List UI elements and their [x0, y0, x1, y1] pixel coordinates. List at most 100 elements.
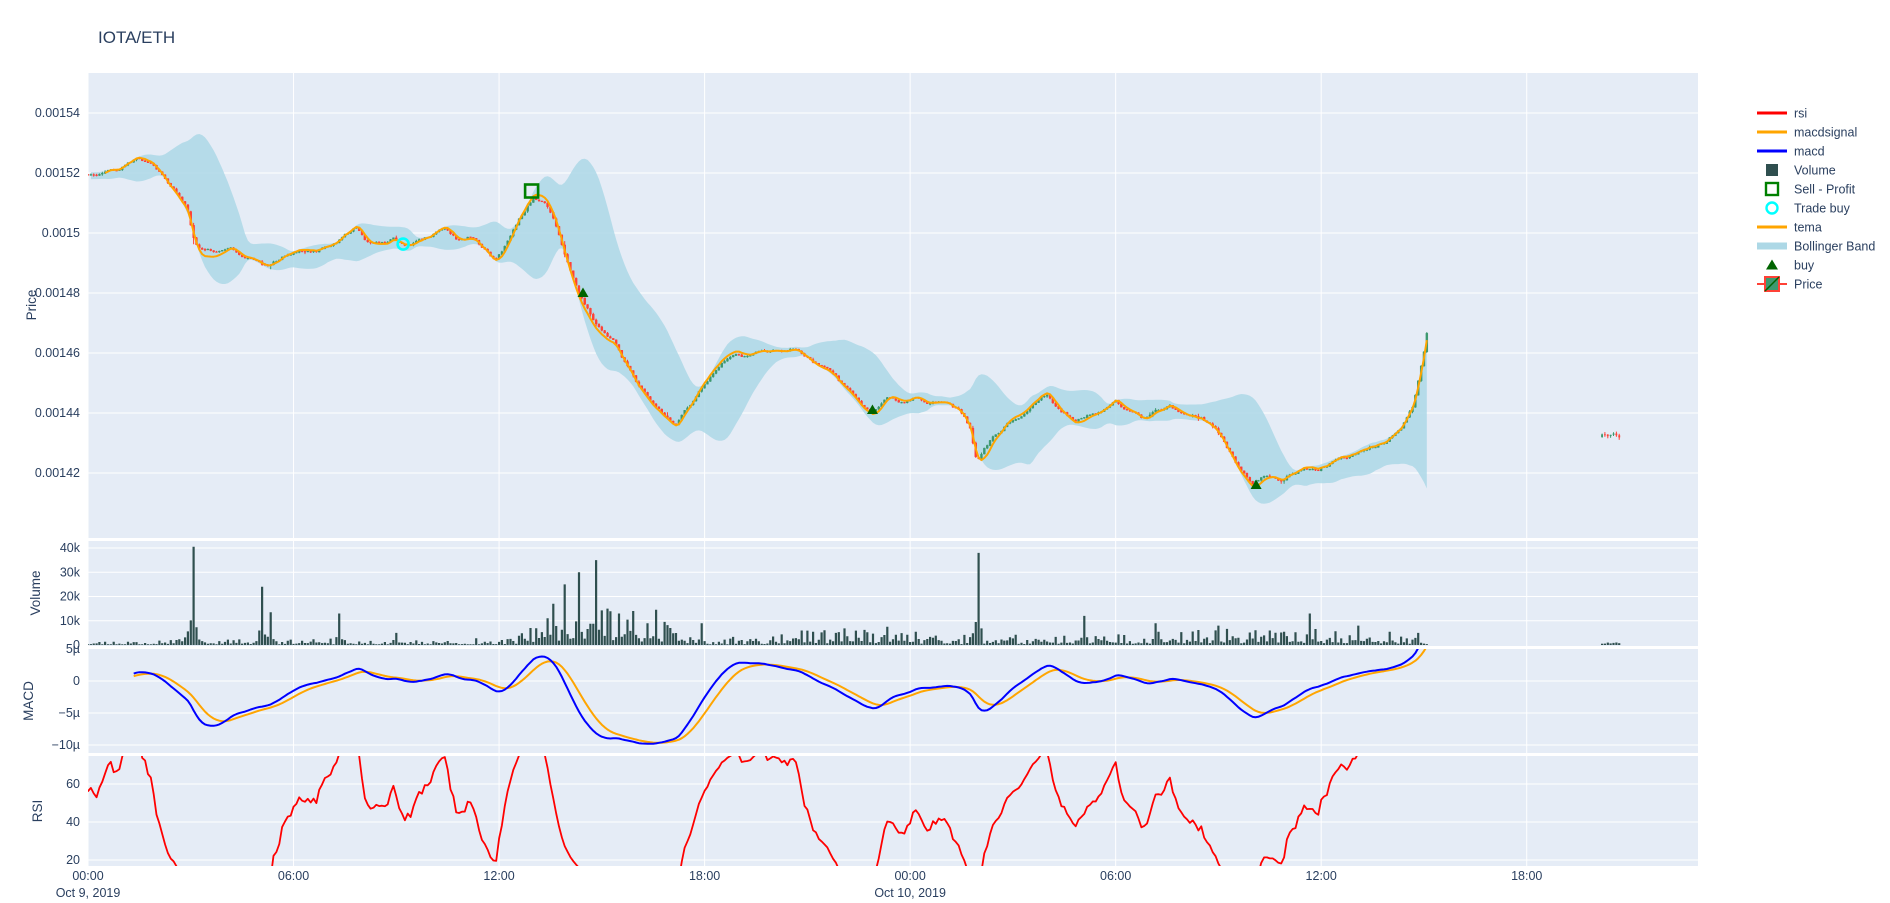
orphan-volume-bar	[1603, 643, 1606, 645]
x-tick-label: 18:00	[1511, 869, 1542, 883]
rsi-axis-title: RSI	[30, 800, 45, 823]
legend-item-macdsignal[interactable]: macdsignal	[1757, 126, 1857, 140]
price-series-layer	[88, 134, 1621, 504]
y-axis-labels: 0.00154 0.00152 0.0015 0.00148 0.00146 0.0014…	[35, 106, 81, 867]
legend-item-label: tema	[1794, 221, 1822, 235]
sell-profit-marker[interactable]	[523, 183, 540, 199]
buy-marker[interactable]	[577, 287, 589, 298]
x-tick-label: 18:00	[689, 869, 720, 883]
orphan-volume-bar	[1601, 643, 1604, 645]
macdsignal-line	[133, 649, 1427, 744]
price-ytick-label: 0.00154	[35, 106, 80, 120]
macd-axis-title: MACD	[21, 681, 36, 721]
x-tick-label: 12:00	[483, 869, 514, 883]
bollinger-band-area	[90, 134, 1427, 504]
x-axis-labels: 00:00 Oct 9, 2019 06:00 12:00 18:00 00:00 Oct …	[56, 869, 1543, 900]
legend-item-label: macdsignal	[1794, 126, 1857, 140]
volume-series-layer	[88, 546, 1621, 646]
buy-marker[interactable]	[1250, 479, 1262, 490]
volume-ytick-label: 10k	[60, 614, 81, 628]
volume-ytick-label: 20k	[60, 590, 81, 604]
rsi-series-layer	[88, 756, 1358, 866]
legend-item-label: Price	[1794, 278, 1823, 292]
macd-ytick-label: 5µ	[66, 642, 80, 656]
x-tick-label: 06:00	[1100, 869, 1131, 883]
orphan-candle-body	[1615, 433, 1618, 436]
x-tick-label: 00:00	[894, 869, 925, 883]
orphan-candle-body	[1601, 434, 1603, 437]
macd-ytick-label: 0	[73, 674, 80, 688]
legend-item-label: Trade buy	[1794, 202, 1851, 216]
legend-item-price[interactable]: Price	[1757, 276, 1823, 292]
macd-series-layer	[133, 649, 1427, 745]
volume-ytick-label: 30k	[60, 565, 81, 579]
price-ytick-label: 0.00142	[35, 466, 80, 480]
price-ytick-label: 0.00144	[35, 406, 80, 420]
macd-line	[133, 649, 1419, 745]
legend-open-square-swatch	[1764, 181, 1780, 197]
rsi-ytick-label: 20	[66, 853, 80, 867]
x-date-label: Oct 10, 2019	[874, 886, 946, 900]
legend-item-tema[interactable]: tema	[1757, 221, 1822, 235]
orphan-volume-bar	[1615, 642, 1618, 645]
orphan-candle-body	[1618, 435, 1621, 438]
legend-item-label: Bollinger Band	[1794, 240, 1875, 254]
macd-gridlines	[87, 649, 1698, 753]
price-ytick-label: 0.00148	[35, 286, 80, 300]
legend-item-label: Volume	[1794, 164, 1836, 178]
tema-line	[104, 156, 1428, 488]
buy-marker[interactable]	[866, 404, 878, 415]
orphan-candle-body	[1606, 434, 1609, 437]
legend-item-label: macd	[1794, 145, 1825, 159]
legend-item-sell-profit[interactable]: Sell - Profit	[1764, 181, 1856, 197]
legend-square-swatch	[1766, 164, 1778, 176]
volume-gridlines	[87, 541, 1698, 646]
legend-item-macd[interactable]: macd	[1757, 145, 1825, 159]
orphan-candle-body	[1609, 434, 1612, 437]
rsi-ytick-label: 60	[66, 777, 80, 791]
trade-buy-marker[interactable]	[396, 237, 410, 251]
volume-plot-background	[88, 541, 1698, 646]
panel-price[interactable]	[87, 73, 1698, 538]
legend-triangle-swatch	[1766, 259, 1778, 270]
orphan-volume-bar	[1612, 642, 1615, 645]
x-tick-label: 00:00	[72, 869, 103, 883]
panel-rsi[interactable]	[79, 710, 1698, 894]
legend-item-volume[interactable]: Volume	[1766, 164, 1836, 178]
orphan-volume-bar	[1606, 642, 1609, 645]
rsi-ytick-label: 40	[66, 815, 80, 829]
macd-ytick-label: −5µ	[59, 706, 80, 720]
legend-item-label: rsi	[1794, 107, 1807, 121]
x-tick-label: 12:00	[1306, 869, 1337, 883]
panel-macd[interactable]	[87, 628, 1698, 753]
legend: rsi macdsignal macd Volume Sell - Profit Trad…	[1757, 107, 1875, 292]
orphan-volume-bar	[1618, 643, 1621, 645]
legend-item-buy[interactable]: buy	[1766, 259, 1815, 273]
rsi-gridlines	[87, 756, 1698, 866]
legend-item-label: Sell - Profit	[1794, 183, 1856, 197]
legend-band-swatch	[1757, 242, 1787, 250]
orphan-candle-body	[1612, 433, 1615, 435]
x-tick-label: 06:00	[278, 869, 309, 883]
orphan-candle-body	[1604, 434, 1606, 436]
price-ytick-label: 0.0015	[42, 226, 80, 240]
legend-item-rsi[interactable]: rsi	[1757, 107, 1807, 121]
volume-ytick-label: 40k	[60, 541, 81, 555]
volume-ytick-label: 0	[73, 638, 80, 652]
price-plot-background	[88, 73, 1698, 538]
legend-item-bollinger-band[interactable]: Bollinger Band	[1757, 240, 1875, 254]
legend-item-trade-buy[interactable]: Trade buy	[1765, 201, 1851, 216]
price-ytick-label: 0.00152	[35, 166, 80, 180]
rsi-line	[88, 756, 1358, 866]
price-ytick-label: 0.00146	[35, 346, 80, 360]
panel-volume[interactable]	[87, 541, 1698, 646]
macd-ytick-label: −10µ	[52, 738, 80, 752]
orphan-volume-bar	[1609, 643, 1612, 645]
x-date-label: Oct 9, 2019	[56, 886, 121, 900]
legend-candle-diagonal	[1764, 276, 1780, 292]
price-axis-title: Price	[24, 290, 39, 321]
legend-item-label: buy	[1794, 259, 1815, 273]
legend-open-circle-swatch	[1765, 201, 1779, 215]
